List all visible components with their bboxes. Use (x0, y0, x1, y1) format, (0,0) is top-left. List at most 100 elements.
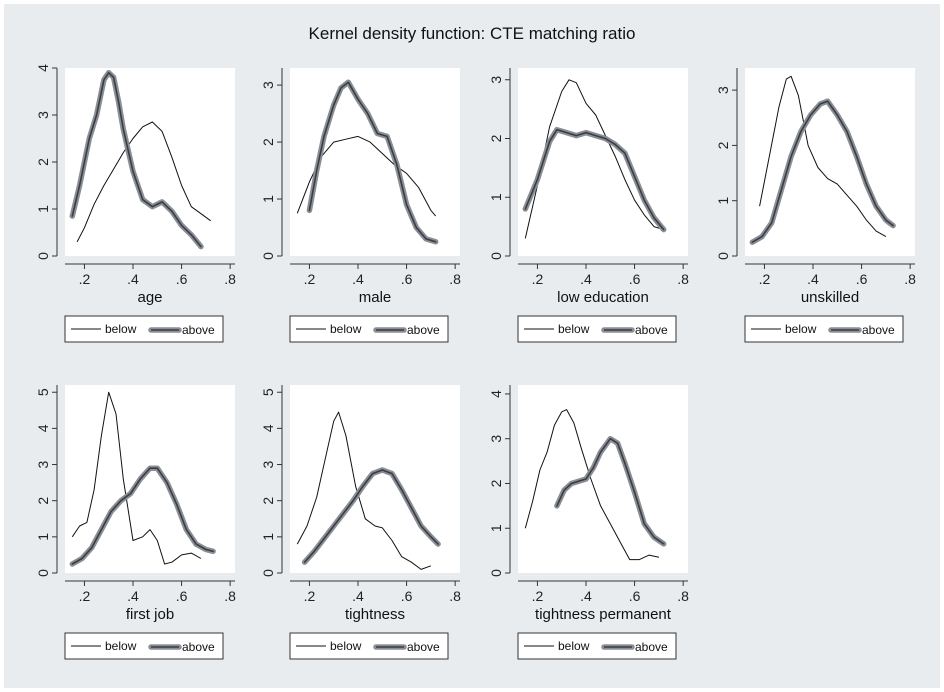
y-tick-label: 3 (260, 460, 276, 468)
chart-panel-5: 0 1 2 3 4 5 .2 .4 .6 .8 tightness below above (260, 385, 461, 660)
y-tick-label: 3 (260, 81, 276, 89)
legend-below-label: below (558, 639, 590, 653)
legend-above-label: above (635, 640, 668, 654)
y-tick-label: 0 (35, 569, 51, 577)
y-tick-label: 3 (35, 111, 51, 119)
series-above-line (71, 467, 214, 565)
x-tick-label: .6 (401, 588, 413, 604)
x-tick-label: .2 (304, 271, 316, 287)
series-below-line (296, 411, 432, 570)
x-axis-label: male (359, 289, 392, 306)
figure-title: Kernel density function: CTE matching ra… (308, 24, 636, 43)
y-tick-label: 3 (715, 86, 731, 94)
series-below-line (524, 79, 664, 239)
legend-below-label: below (105, 322, 137, 336)
y-tick-label: 0 (488, 569, 504, 577)
y-tick-label: 0 (715, 252, 731, 260)
legend-box (64, 315, 224, 343)
x-tick-label: .6 (856, 271, 868, 287)
x-tick-label: .4 (127, 271, 139, 287)
x-tick-label: .2 (532, 271, 544, 287)
series-below-line (759, 75, 887, 238)
x-tick-label: .8 (677, 271, 689, 287)
y-tick-label: 4 (35, 424, 51, 432)
x-tick-label: .6 (629, 271, 641, 287)
chart-panel-3: 0 1 2 3 .2 .4 .6 .8 unskilled below above (715, 68, 916, 343)
y-tick-label: 4 (35, 64, 51, 72)
y-tick-label: 0 (35, 252, 51, 260)
plot-area (290, 68, 460, 256)
x-tick-label: .2 (79, 271, 91, 287)
y-tick-label: 4 (260, 424, 276, 432)
y-tick-label: 3 (488, 76, 504, 84)
x-tick-label: .8 (677, 588, 689, 604)
x-tick-label: .8 (224, 271, 236, 287)
y-tick-label: 1 (488, 193, 504, 201)
legend-below-label: below (785, 322, 817, 336)
x-tick-label: .4 (807, 271, 819, 287)
legend-above-label: above (182, 640, 215, 654)
x-tick-label: .4 (127, 588, 139, 604)
legend-above-label: above (635, 323, 668, 337)
x-axis-label: unskilled (801, 289, 859, 306)
x-axis-label: tightness (345, 606, 405, 623)
x-axis-label: tightness permanent (535, 606, 672, 623)
series-below-line (524, 409, 660, 561)
y-tick-label: 0 (260, 569, 276, 577)
plot-area (290, 385, 460, 573)
x-tick-label: .6 (176, 588, 188, 604)
series-below-line (76, 121, 211, 243)
y-tick-label: 2 (260, 138, 276, 146)
series-above-line (303, 469, 439, 563)
chart-panel-4: 0 1 2 3 4 5 .2 .4 .6 .8 first job below above (35, 385, 236, 660)
chart-panel-2: 0 1 2 3 .2 .4 .6 .8 low education below above (488, 68, 689, 343)
series-below-line (71, 391, 202, 565)
y-tick-label: 1 (35, 533, 51, 541)
x-tick-label: .4 (352, 271, 364, 287)
x-tick-label: .4 (352, 588, 364, 604)
legend-above-label: above (862, 323, 895, 337)
legend-above-label: above (182, 323, 215, 337)
legend-below-label: below (105, 639, 137, 653)
y-tick-label: 4 (488, 390, 504, 398)
x-tick-label: .2 (79, 588, 91, 604)
y-tick-label: 1 (260, 195, 276, 203)
x-tick-label: .4 (580, 588, 592, 604)
x-tick-label: .2 (304, 588, 316, 604)
y-tick-label: 0 (488, 252, 504, 260)
y-tick-label: 2 (488, 479, 504, 487)
series-above-line (751, 100, 894, 243)
x-tick-label: .8 (449, 588, 461, 604)
x-axis-label: first job (126, 606, 174, 623)
legend-below-label: below (558, 322, 590, 336)
series-above-line (556, 437, 665, 545)
series-above-line (308, 81, 437, 243)
series-above-line (71, 71, 202, 248)
x-tick-label: .2 (759, 271, 771, 287)
y-tick-label: 1 (488, 524, 504, 532)
legend-above-label: above (407, 640, 440, 654)
y-tick-label: 3 (488, 435, 504, 443)
chart-panel-1: 0 1 2 3 .2 .4 .6 .8 male below above (260, 68, 461, 343)
x-tick-label: .6 (176, 271, 188, 287)
y-tick-label: 5 (260, 388, 276, 396)
y-tick-label: 2 (35, 497, 51, 505)
plot-area (65, 68, 235, 256)
x-tick-label: .2 (532, 588, 544, 604)
x-tick-label: .8 (449, 271, 461, 287)
y-tick-label: 0 (260, 252, 276, 260)
y-tick-label: 3 (35, 460, 51, 468)
y-tick-label: 5 (35, 388, 51, 396)
y-tick-label: 2 (260, 497, 276, 505)
legend-above-label: above (407, 323, 440, 337)
x-tick-label: .8 (904, 271, 916, 287)
x-tick-label: .4 (580, 271, 592, 287)
x-axis-label: low education (557, 289, 649, 306)
y-tick-label: 2 (715, 141, 731, 149)
chart-panel-0: 0 1 2 3 4 .2 .4 .6 .8 age below above (35, 64, 236, 343)
y-tick-label: 1 (35, 205, 51, 213)
y-tick-label: 1 (715, 197, 731, 205)
x-axis-label: age (137, 289, 162, 306)
x-tick-label: .6 (629, 588, 641, 604)
